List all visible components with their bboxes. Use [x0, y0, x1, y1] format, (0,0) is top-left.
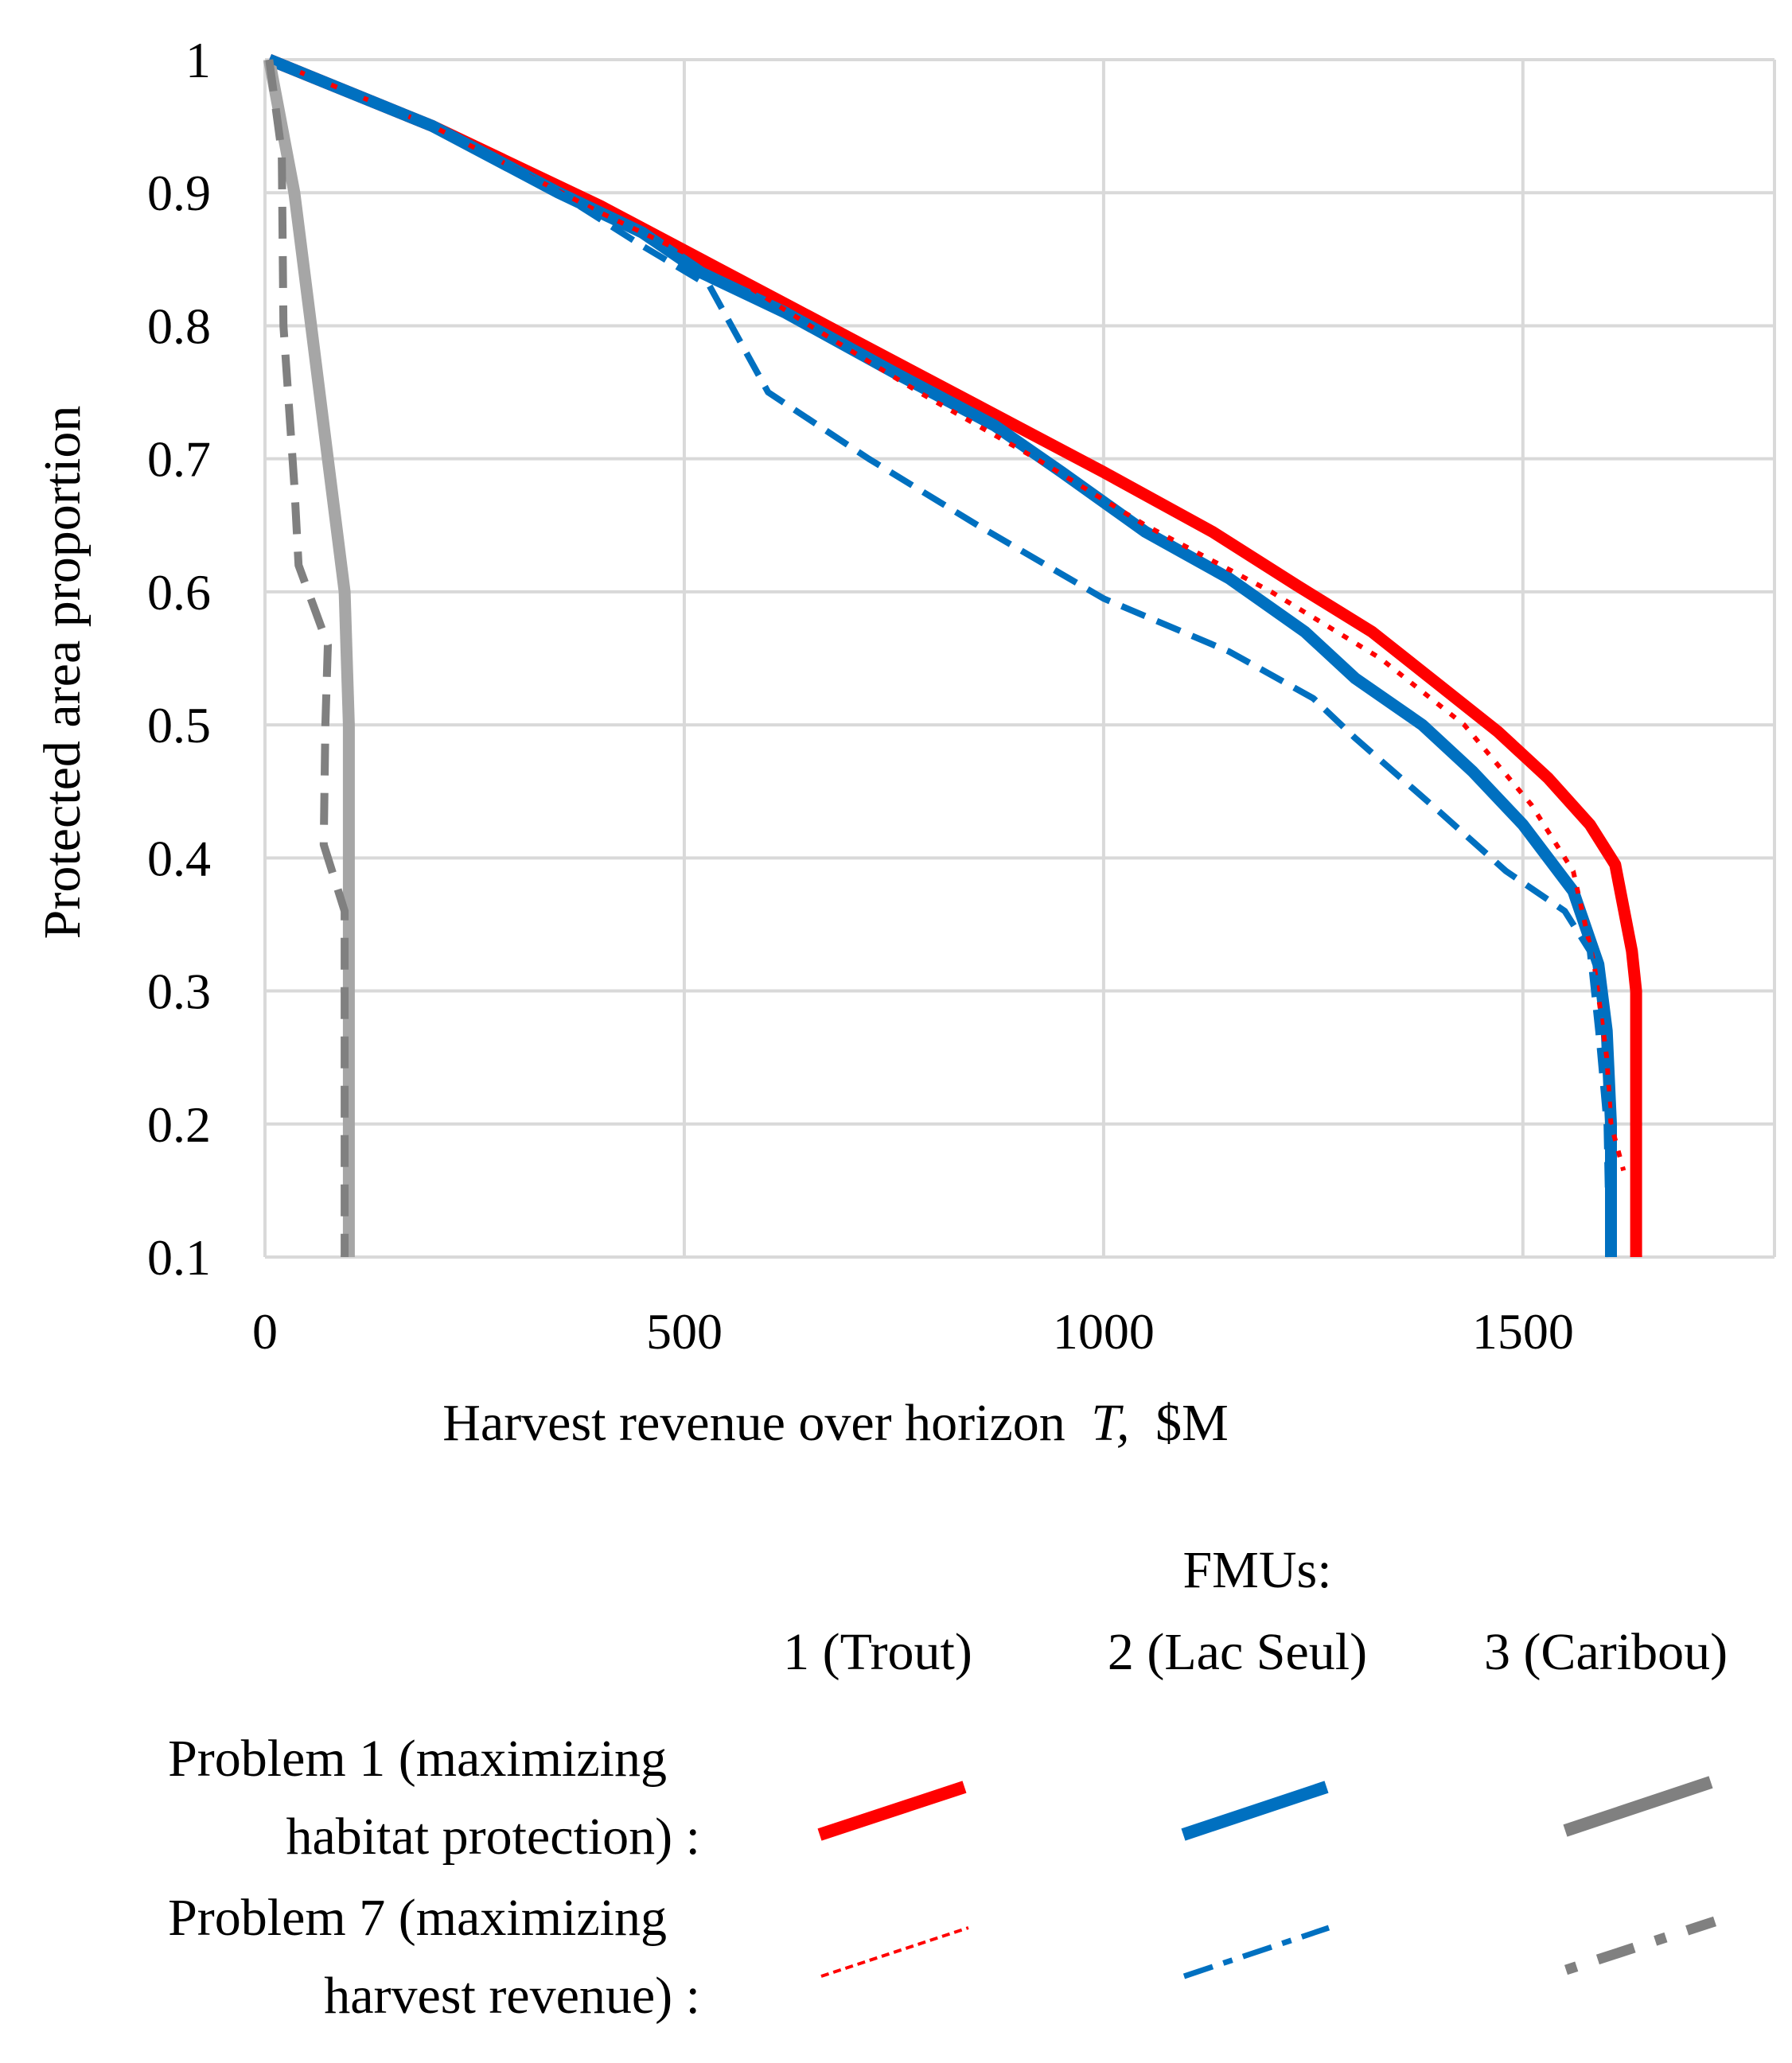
y-tick-label: 0.5: [147, 697, 211, 753]
series-line-3: [263, 58, 355, 1257]
legend-header: FMUs:: [1182, 1541, 1331, 1599]
y-tick-label: 0.7: [147, 431, 211, 488]
legend-row-problem1-line2: habitat protection) :: [286, 1808, 701, 1866]
x-axis-label-italic: T,: [1091, 1394, 1129, 1452]
legend-row-problem1-line1: Problem 1 (maximizing: [168, 1730, 667, 1788]
legend-row-problem7-line1: Problem 7 (maximizing: [168, 1889, 667, 1947]
series-line-6: [265, 59, 349, 1257]
tick-labels: 1 0.9 0.8 0.7 0.6 0.5 0.4 0.3 0.2 0.1 0 500 1000 1500: [147, 32, 1574, 1360]
series-lines: [263, 54, 1642, 1258]
x-tick-label: 0: [252, 1303, 278, 1360]
x-axis-label-main: Harvest revenue over horizon: [442, 1394, 1065, 1452]
y-tick-label: 0.2: [147, 1096, 211, 1153]
y-tick-label: 0.1: [147, 1229, 211, 1286]
x-axis-label-unit: $M: [1155, 1394, 1229, 1452]
series-line-5: [267, 56, 1613, 1258]
x-tick-label: 1500: [1472, 1303, 1574, 1360]
y-tick-label: 0.6: [147, 564, 211, 621]
legend-swatch-p7-caribou: [1564, 1916, 1717, 1975]
y-tick-label: 0.4: [147, 830, 211, 886]
series-line-1: [267, 54, 1642, 1257]
legend: FMUs: 1 (Trout) 2 (Lac Seul) 3 (Caribou)…: [168, 1541, 1728, 2025]
y-tick-label: 0.8: [147, 298, 211, 354]
y-axis-label: Protected area proportion: [33, 406, 92, 940]
legend-column-trout: 1 (Trout): [783, 1623, 972, 1681]
legend-column-caribou: 3 (Caribou): [1484, 1623, 1728, 1681]
x-tick-label: 1000: [1053, 1303, 1155, 1360]
legend-swatch-p1-lac-seul: [1181, 1781, 1329, 1841]
legend-swatch-p7-lac-seul: [1182, 1925, 1330, 1979]
legend-swatch-p1-caribou: [1563, 1776, 1713, 1837]
y-tick-label: 0.9: [147, 165, 211, 221]
grid: [263, 58, 1776, 1259]
legend-column-lac-seul: 2 (Lac Seul): [1108, 1623, 1367, 1681]
y-tick-label: 1: [185, 32, 211, 88]
legend-swatch-p1-trout: [817, 1781, 967, 1841]
y-tick-label: 0.3: [147, 963, 211, 1020]
x-axis-label: Harvest revenue over horizon T, $M: [442, 1394, 1229, 1452]
series-line-4: [268, 57, 1626, 1172]
legend-swatch-p7-trout: [820, 1926, 969, 1978]
x-tick-label: 500: [646, 1303, 723, 1360]
legend-row-problem7-line2: harvest revenue) :: [324, 1967, 700, 2025]
